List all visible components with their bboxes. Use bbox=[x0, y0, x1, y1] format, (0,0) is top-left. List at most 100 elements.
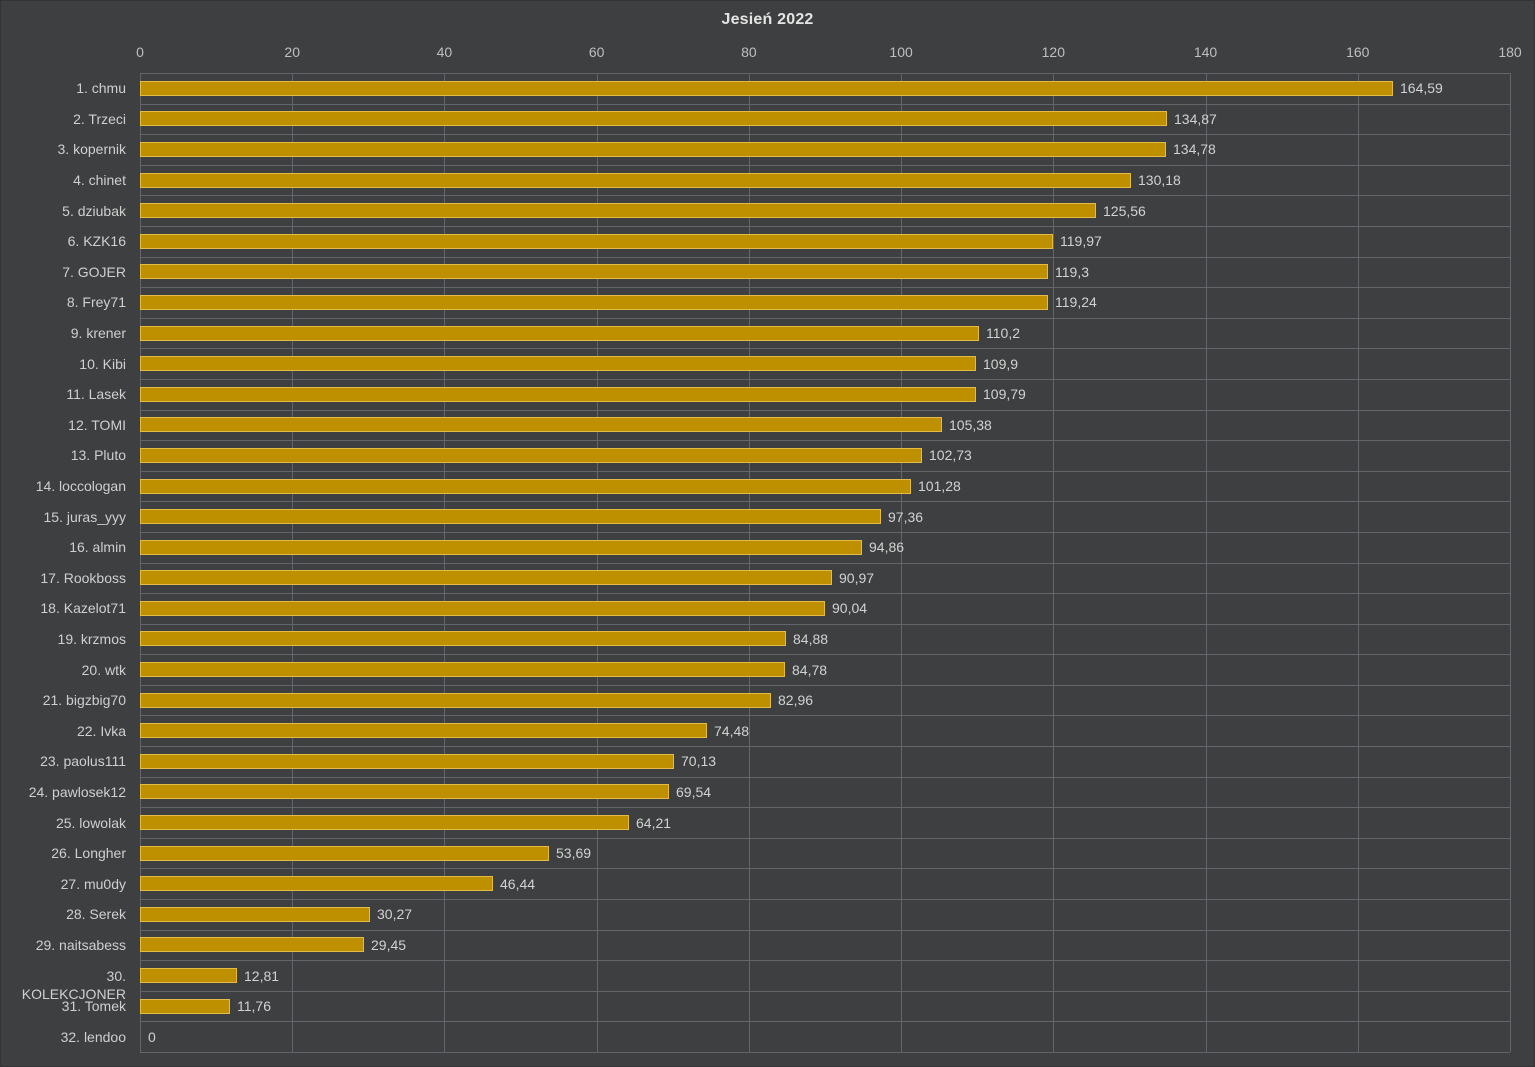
category-label: 26. Longher bbox=[51, 845, 126, 861]
bar bbox=[140, 937, 364, 952]
bar bbox=[140, 754, 674, 769]
value-label: 90,04 bbox=[832, 600, 868, 616]
category-label: 5. dziubak bbox=[62, 203, 126, 219]
x-tick-label: 120 bbox=[1041, 44, 1065, 60]
bar bbox=[140, 479, 911, 494]
bar bbox=[140, 784, 669, 799]
horizontal-gridline bbox=[140, 257, 1510, 258]
value-label: 119,97 bbox=[1060, 233, 1102, 249]
bar bbox=[140, 570, 832, 585]
x-tick-label: 140 bbox=[1193, 44, 1218, 60]
bar bbox=[140, 387, 976, 402]
category-label: 16. almin bbox=[69, 539, 126, 555]
x-tick-label: 20 bbox=[284, 44, 300, 60]
bar bbox=[140, 234, 1053, 249]
x-tick-label: 160 bbox=[1346, 44, 1370, 60]
bar bbox=[140, 173, 1131, 188]
vertical-gridline bbox=[140, 73, 141, 1052]
x-tick-label: 180 bbox=[1498, 44, 1522, 60]
category-label: 13. Pluto bbox=[70, 447, 126, 463]
value-label: 109,9 bbox=[983, 356, 1019, 372]
value-label: 102,73 bbox=[929, 447, 972, 463]
bar bbox=[140, 907, 370, 922]
value-label: 134,87 bbox=[1174, 111, 1217, 127]
value-label: 12,81 bbox=[244, 968, 280, 984]
value-label: 74,48 bbox=[714, 723, 750, 739]
value-label: 119,24 bbox=[1055, 294, 1097, 310]
horizontal-gridline bbox=[140, 746, 1510, 747]
value-label: 109,79 bbox=[983, 386, 1026, 402]
bar bbox=[140, 693, 771, 708]
value-label: 90,97 bbox=[839, 570, 875, 586]
value-label: 64,21 bbox=[636, 815, 672, 831]
category-label: 19. krzmos bbox=[57, 631, 126, 647]
vertical-gridline bbox=[292, 73, 294, 1052]
value-label: 46,44 bbox=[500, 876, 536, 892]
bar bbox=[140, 601, 825, 616]
horizontal-gridline bbox=[140, 960, 1510, 961]
horizontal-gridline bbox=[140, 226, 1510, 227]
category-label: 32. lendoo bbox=[60, 1029, 126, 1045]
horizontal-gridline bbox=[140, 807, 1510, 808]
horizontal-gridline bbox=[140, 348, 1510, 349]
bar bbox=[140, 295, 1048, 310]
x-tick-label: 60 bbox=[588, 44, 605, 60]
horizontal-gridline bbox=[140, 991, 1510, 992]
category-label: 21. bigzbig70 bbox=[42, 692, 126, 708]
value-label: 69,54 bbox=[676, 784, 712, 800]
horizontal-gridline bbox=[140, 134, 1510, 135]
category-label: 15. juras_yyy bbox=[43, 509, 126, 525]
bar bbox=[140, 111, 1167, 126]
bar bbox=[140, 723, 707, 738]
category-label: 28. Serek bbox=[66, 906, 126, 922]
vertical-gridline bbox=[901, 73, 903, 1052]
category-label: 11. Lasek bbox=[66, 386, 126, 402]
chart-title: Jesień 2022 bbox=[721, 11, 814, 28]
horizontal-gridline bbox=[140, 532, 1510, 533]
category-label: 22. Ivka bbox=[76, 723, 126, 739]
category-label: 10. Kibi bbox=[79, 356, 126, 372]
horizontal-gridline bbox=[140, 379, 1510, 380]
bar bbox=[140, 417, 942, 432]
category-label: 7. GOJER bbox=[62, 264, 126, 280]
bar bbox=[140, 509, 881, 524]
value-label: 164,59 bbox=[1400, 80, 1443, 96]
plot-area: 164,59 134,87 134,78 130,18 125,56 119,97 119,… bbox=[140, 73, 1511, 1053]
horizontal-gridline bbox=[140, 685, 1510, 686]
horizontal-gridline bbox=[140, 287, 1510, 288]
bar bbox=[140, 142, 1166, 157]
horizontal-gridline bbox=[140, 73, 1510, 74]
vertical-gridline bbox=[1053, 73, 1055, 1052]
value-label: 101,28 bbox=[918, 478, 961, 494]
category-label: 23. paolus111 bbox=[40, 753, 126, 769]
category-label: 25. lowolak bbox=[55, 815, 126, 831]
bar bbox=[140, 631, 786, 646]
bar bbox=[140, 326, 979, 341]
bar bbox=[140, 846, 549, 861]
value-label: 105,38 bbox=[949, 417, 992, 433]
category-label: 3. kopernik bbox=[57, 141, 126, 157]
x-tick-label: 40 bbox=[436, 44, 453, 60]
category-label: 31. Tomek bbox=[61, 998, 126, 1014]
category-label: 18. Kazelot71 bbox=[40, 600, 126, 616]
value-label: 84,78 bbox=[792, 662, 828, 678]
horizontal-gridline bbox=[140, 471, 1510, 472]
bar bbox=[140, 662, 785, 677]
bar bbox=[140, 876, 493, 891]
value-label: 94,86 bbox=[869, 539, 905, 555]
horizontal-gridline bbox=[140, 868, 1510, 869]
category-label: 2. Trzeci bbox=[73, 111, 126, 127]
bar bbox=[140, 999, 230, 1014]
vertical-gridline bbox=[1205, 73, 1207, 1052]
horizontal-gridline bbox=[140, 195, 1510, 196]
bar bbox=[140, 815, 629, 830]
vertical-gridline bbox=[748, 73, 750, 1052]
value-label: 0 bbox=[148, 1029, 156, 1045]
horizontal-gridline bbox=[140, 165, 1510, 166]
value-label: 53,69 bbox=[556, 845, 592, 861]
horizontal-gridline bbox=[140, 501, 1510, 502]
value-label: 134,78 bbox=[1173, 141, 1216, 157]
value-label: 84,88 bbox=[793, 631, 829, 647]
category-label: 6. KZK16 bbox=[67, 233, 126, 249]
